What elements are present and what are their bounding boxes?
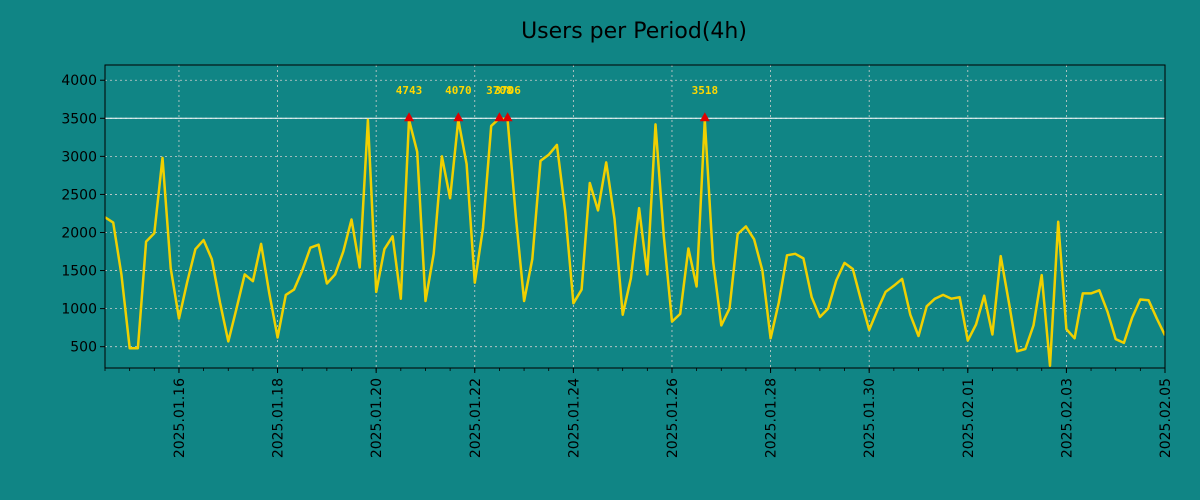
- x-tick-label: 2025.01.30: [862, 378, 878, 458]
- x-tick-label: 2025.02.03: [1059, 378, 1075, 458]
- peak-marker: [494, 112, 505, 122]
- peak-marker: [404, 112, 415, 122]
- peak-label: 3518: [692, 84, 719, 97]
- y-tick-label: 3500: [61, 111, 97, 127]
- grid-lines: [105, 65, 1166, 368]
- x-tick-label: 2025.01.16: [172, 378, 188, 458]
- series-line: [105, 117, 1165, 367]
- y-tick-label: 500: [70, 340, 97, 356]
- y-tick-label: 1500: [61, 264, 97, 280]
- y-tick-label: 4000: [61, 73, 97, 89]
- y-tick-label: 2500: [61, 187, 97, 203]
- x-tick-label: 2025.02.01: [961, 378, 977, 458]
- x-tick-label: 2025.02.05: [1158, 378, 1174, 458]
- y-tick-label: 1000: [61, 302, 97, 318]
- peak-label: 4743: [396, 84, 423, 97]
- peak-marker: [699, 112, 710, 122]
- x-tick-label: 2025.01.20: [369, 378, 385, 458]
- chart-title: Users per Period(4h): [521, 19, 747, 44]
- x-tick-label: 2025.01.18: [271, 378, 287, 458]
- peak-marker: [502, 112, 513, 122]
- series-layer: [105, 117, 1165, 367]
- peak-label: 4070: [445, 84, 472, 97]
- y-tick-label: 3000: [61, 149, 97, 165]
- peak-marker: [453, 112, 464, 122]
- y-tick-label: 2000: [61, 225, 97, 241]
- x-tick-label: 2025.01.26: [665, 378, 681, 458]
- peak-label: 3706: [494, 84, 521, 97]
- x-tick-label: 2025.01.28: [764, 378, 780, 458]
- x-tick-label: 2025.01.24: [566, 378, 582, 458]
- plot-frame: [104, 64, 1166, 369]
- axes: 500 1000 1500 2000 2500 3000 3500 4000 2025.01.1…: [61, 64, 1174, 458]
- peak-label: 3708: [486, 84, 513, 97]
- x-tick-label: 2025.01.22: [468, 378, 484, 458]
